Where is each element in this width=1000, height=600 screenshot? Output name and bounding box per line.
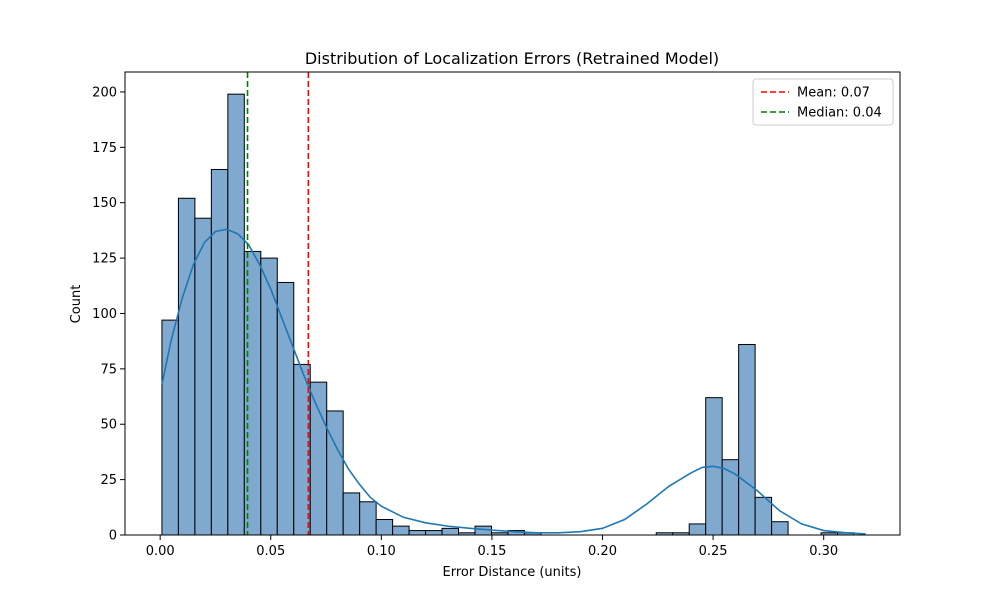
histogram-bar [771,521,789,536]
x-axis-label: Error Distance (units) [443,565,582,580]
histogram-bar [754,496,773,536]
y-tick-label: 0 [109,529,117,544]
histogram-bar [309,381,328,536]
histogram-bar [738,343,756,536]
legend-label: Median: 0.04 [797,106,882,121]
x-tick-label: 0.05 [256,544,285,559]
y-tick-label: 25 [100,473,117,488]
kde-curve [161,228,866,535]
histogram-bar [276,281,295,536]
histogram-bar [161,319,179,536]
histogram-bar [375,518,394,536]
legend-box [752,78,894,126]
plot-frame [124,71,901,536]
y-tick-label: 75 [100,362,117,377]
y-tick-label: 200 [92,85,117,100]
x-tick-label: 0.25 [699,544,728,559]
y-tick-label: 125 [92,252,117,267]
y-axis: 0 25 50 75 100 125 150 175 200 [92,85,125,544]
histogram-bar [326,410,344,536]
legend: Mean: 0.07 Median: 0.04 [752,78,894,126]
plot-area [124,71,901,536]
y-axis-label: Count [69,285,84,324]
y-tick-label: 50 [100,418,117,433]
x-axis: 0.00 0.05 0.10 0.15 0.20 0.25 0.30 [146,535,838,559]
histogram-bar [342,492,361,536]
histogram-bar [408,530,427,536]
x-tick-label: 0.10 [367,544,396,559]
histogram-bar [227,93,245,536]
histogram-bar [177,197,196,536]
x-tick-label: 0.30 [809,544,838,559]
histogram-bar [359,501,377,536]
histogram-bar [392,525,410,536]
x-tick-label: 0.00 [146,544,175,559]
x-tick-label: 0.15 [477,544,506,559]
histogram-bar [688,523,707,536]
y-tick-label: 175 [92,141,117,156]
y-tick-label: 150 [92,196,117,211]
histogram-bar [210,168,229,536]
legend-label: Mean: 0.07 [797,86,870,101]
histogram-bar [425,530,443,536]
y-tick-label: 100 [92,307,117,322]
histogram-bar [194,217,212,536]
chart-title: Distribution of Localization Errors (Ret… [305,49,719,68]
histogram-bar [441,527,460,536]
x-tick-label: 0.20 [588,544,617,559]
